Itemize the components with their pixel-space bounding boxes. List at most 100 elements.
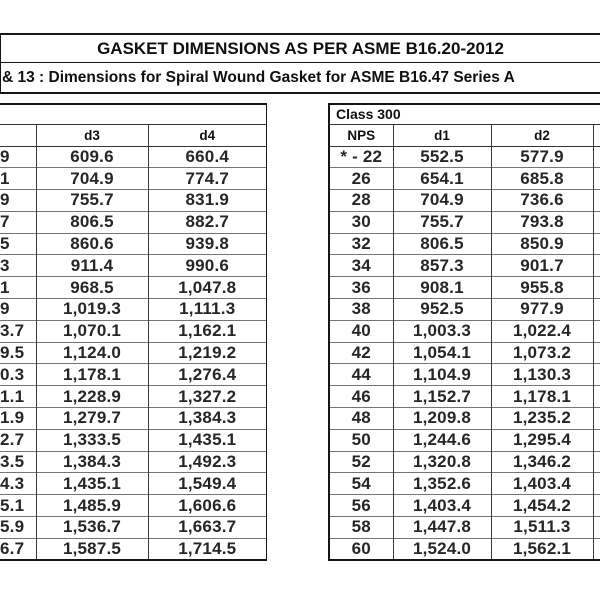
table-row: Class 300	[329, 104, 600, 125]
table-cell: 1,352.6	[392, 472, 491, 495]
table-cell: 1,549.4	[147, 472, 267, 495]
table-cell: 1,111.3	[147, 298, 267, 321]
table-row: 1.1 1,228.9 1,327.2	[0, 385, 267, 408]
table-cell: 831.9	[147, 189, 267, 212]
left-gasket-table-wrap: d3 d4 9 609.6 660.4 1 704.9 774.7 9 755.7 831.9 7…	[0, 103, 267, 562]
table-cell: 1,054.1	[392, 341, 491, 364]
table-row: 44 1,104.9 1,130.3	[329, 363, 600, 386]
table-cell: 806.5	[35, 210, 148, 234]
table-cell: 952.5	[392, 298, 491, 321]
table-row: 5.1 1,485.9 1,606.6	[0, 494, 267, 517]
table-row	[0, 104, 267, 125]
table-cell: 34	[329, 254, 393, 277]
table-row: 2.7 1,333.5 1,435.1	[0, 428, 267, 452]
table-row: 1.9 1,279.7 1,384.3	[0, 407, 267, 430]
table-cell: 911.4	[35, 254, 148, 277]
table-cell	[592, 276, 600, 299]
table-cell: 1,384.3	[35, 450, 148, 473]
table-row: 6.7 1,587.5 1,714.5	[0, 537, 267, 561]
table-cell: 908.1	[392, 276, 491, 299]
table-row: 40 1,003.3 1,022.4	[329, 319, 600, 343]
table-row: 5 860.6 939.8	[0, 232, 267, 255]
table-cell: 1,219.2	[147, 341, 267, 364]
table-cell: 1,124.0	[35, 341, 148, 364]
table-cell: 1,587.5	[35, 537, 148, 561]
table-cell: 2.7	[0, 428, 36, 452]
table-cell: 685.8	[490, 167, 593, 190]
column-header-nps: NPS	[329, 124, 393, 147]
document-header: GASKET DIMENSIONS AS PER ASME B16.20-201…	[0, 33, 600, 94]
table-cell: 58	[329, 516, 393, 539]
table-row: 56 1,403.4 1,454.2	[329, 494, 600, 517]
table-cell: 901.7	[490, 254, 593, 277]
table-row: 28 704.9 736.6	[329, 189, 600, 212]
table-cell: 704.9	[35, 167, 148, 190]
table-cell	[592, 232, 600, 255]
left-gasket-table: d3 d4 9 609.6 660.4 1 704.9 774.7 9 755.7 831.9 7…	[0, 103, 267, 562]
table-cell: 60	[329, 537, 393, 561]
column-header-d1: d1	[392, 124, 491, 147]
table-cell: 9	[0, 298, 36, 321]
table-cell: 1	[0, 167, 36, 190]
table-cell: 1,047.8	[147, 276, 267, 299]
table-cell: 1,162.1	[147, 319, 267, 343]
table-cell: 1.9	[0, 407, 36, 430]
table-cell	[592, 428, 600, 452]
table-cell: 32	[329, 232, 393, 255]
table-cell: 6.7	[0, 537, 36, 561]
table-cell: 774.7	[147, 167, 267, 190]
column-header-partial	[592, 124, 600, 147]
table-row: 58 1,447.8 1,511.3	[329, 516, 600, 539]
right-table-body: * - 22 552.5 577.9 26 654.1 685.8 28 704.9 736.6…	[329, 145, 600, 561]
table-row: 3.5 1,384.3 1,492.3	[0, 450, 267, 473]
table-row: 54 1,352.6 1,403.4	[329, 472, 600, 495]
table-row: 50 1,244.6 1,295.4	[329, 428, 600, 452]
table-cell: 44	[329, 363, 393, 386]
table-cell: 1,435.1	[147, 428, 267, 452]
table-cell: 1.1	[0, 385, 36, 408]
table-cell	[592, 537, 600, 561]
table-cell	[592, 385, 600, 408]
table-cell: 968.5	[35, 276, 148, 299]
table-cell: 977.9	[490, 298, 593, 321]
table-cell: 955.8	[490, 276, 593, 299]
table-row: 32 806.5 850.9	[329, 232, 600, 255]
table-cell: 1,384.3	[147, 407, 267, 430]
table-row: 1 704.9 774.7	[0, 167, 267, 190]
table-cell: 1,562.1	[490, 537, 593, 561]
table-row: 9 609.6 660.4	[0, 145, 267, 168]
table-cell: 28	[329, 189, 393, 212]
table-cell: 1,178.1	[490, 385, 593, 408]
table-row: 42 1,054.1 1,073.2	[329, 341, 600, 364]
table-cell: 42	[329, 341, 393, 364]
table-cell: 48	[329, 407, 393, 430]
table-row: 36 908.1 955.8	[329, 276, 600, 299]
table-cell: 577.9	[490, 145, 593, 168]
table-cell: 1,714.5	[147, 537, 267, 561]
table-cell: 1,435.1	[35, 472, 148, 495]
table-cell: 857.3	[392, 254, 491, 277]
table-row: 30 755.7 793.8	[329, 210, 600, 234]
table-cell: 660.4	[147, 145, 267, 168]
table-row: 38 952.5 977.9	[329, 298, 600, 321]
left-table-body: 9 609.6 660.4 1 704.9 774.7 9 755.7 831.9 7 806.5 8…	[0, 145, 267, 561]
table-cell: 1,511.3	[490, 516, 593, 539]
table-cell: 56	[329, 494, 393, 517]
table-cell: 755.7	[392, 210, 491, 234]
page-subtitle: & 13 : Dimensions for Spiral Wound Gaske…	[2, 68, 515, 86]
table-cell: 654.1	[392, 167, 491, 190]
table-cell: 1,447.8	[392, 516, 491, 539]
table-cell: 1	[0, 276, 36, 299]
table-cell: 1,022.4	[490, 319, 593, 343]
table-cell: 882.7	[147, 210, 267, 234]
table-cell: 1,536.7	[35, 516, 148, 539]
table-row: 34 857.3 901.7	[329, 254, 600, 277]
table-cell: 860.6	[35, 232, 148, 255]
table-row: 9.5 1,124.0 1,219.2	[0, 341, 267, 364]
table-cell	[592, 254, 600, 277]
table-cell: 609.6	[35, 145, 148, 168]
table-cell: 1,228.9	[35, 385, 148, 408]
table-cell: 1,244.6	[392, 428, 491, 452]
table-cell: * - 22	[329, 145, 393, 168]
table-cell: 5.1	[0, 494, 36, 517]
